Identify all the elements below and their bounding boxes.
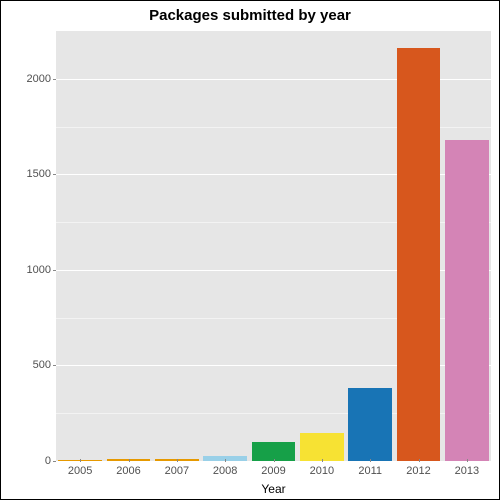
- x-tick-mark: [177, 459, 178, 462]
- plot-region: [56, 31, 491, 461]
- y-tick-mark: [53, 461, 56, 462]
- x-tick-label: 2011: [358, 465, 382, 477]
- x-tick-mark: [419, 459, 420, 462]
- y-tick-label: 1000: [27, 264, 51, 276]
- bar: [300, 433, 344, 461]
- x-tick-mark: [467, 459, 468, 462]
- x-tick-mark: [274, 459, 275, 462]
- x-tick-label: 2008: [213, 465, 237, 477]
- bar: [348, 388, 392, 461]
- x-tick-label: 2009: [261, 465, 285, 477]
- x-tick-label: 2013: [455, 465, 479, 477]
- chart-container: Packages submitted by year Number of pac…: [0, 0, 500, 500]
- y-tick-mark: [53, 79, 56, 80]
- x-tick-mark: [225, 459, 226, 462]
- bar: [397, 48, 441, 461]
- x-tick-mark: [370, 459, 371, 462]
- x-tick-mark: [322, 459, 323, 462]
- y-tick-mark: [53, 365, 56, 366]
- x-tick-label: 2006: [116, 465, 140, 477]
- y-tick-mark: [53, 174, 56, 175]
- y-tick-label: 1500: [27, 168, 51, 180]
- x-tick-label: 2007: [165, 465, 189, 477]
- x-tick-label: 2005: [68, 465, 92, 477]
- x-axis-label: Year: [56, 482, 491, 496]
- y-tick-label: 2000: [27, 73, 51, 85]
- y-tick-label: 0: [45, 455, 51, 467]
- y-tick-mark: [53, 270, 56, 271]
- x-tick-mark: [129, 459, 130, 462]
- x-tick-label: 2010: [310, 465, 334, 477]
- bar: [445, 140, 489, 461]
- x-tick-mark: [80, 459, 81, 462]
- y-tick-label: 500: [33, 359, 51, 371]
- x-tick-label: 2012: [406, 465, 430, 477]
- chart-title: Packages submitted by year: [1, 7, 499, 24]
